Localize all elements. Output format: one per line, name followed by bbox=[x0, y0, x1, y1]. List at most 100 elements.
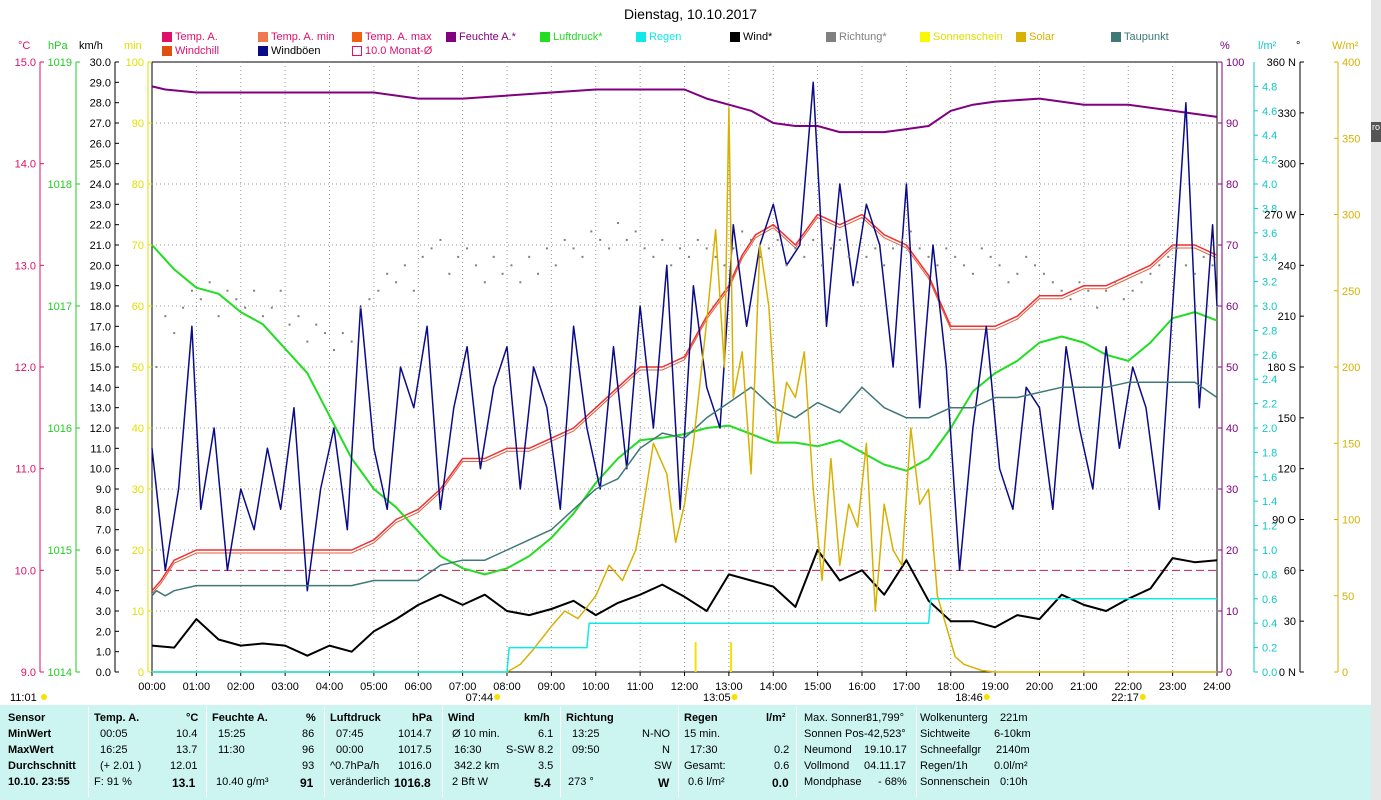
direction-point bbox=[1193, 272, 1196, 275]
legend-label: Richtung* bbox=[839, 31, 887, 43]
stats-sun-pos: -42,523° bbox=[864, 728, 906, 740]
legend-month-avg[interactable]: 10.0 Monat-Ø bbox=[352, 45, 432, 57]
legend-temp-min[interactable]: Temp. A. min bbox=[258, 31, 335, 43]
direction-point bbox=[448, 272, 451, 275]
stats-humidity-current: 91 bbox=[300, 776, 314, 790]
direction-point bbox=[412, 289, 415, 292]
x-tick-label: 23:00 bbox=[1159, 681, 1187, 693]
direction-point bbox=[492, 255, 495, 258]
series-line-solar bbox=[152, 107, 1217, 673]
stats-sunshine-label: Sonnenschein bbox=[920, 776, 990, 788]
axis-tick-label: 70 bbox=[1226, 240, 1238, 252]
legend-wind[interactable]: Wind* bbox=[730, 31, 772, 43]
sun-event-label: 18:46 bbox=[955, 692, 983, 704]
direction-point bbox=[980, 247, 983, 250]
stats-direction-time2: 09:50 bbox=[572, 744, 600, 756]
axis-tick-label: 0.6 bbox=[1262, 594, 1277, 606]
legend-sunshine[interactable]: Sonnenschein bbox=[920, 31, 1003, 43]
direction-point bbox=[838, 238, 841, 241]
axis-tick-label: 9.0 bbox=[21, 667, 36, 679]
x-tick-label: 22:00 bbox=[1114, 681, 1142, 693]
axis-tick-label: 30.0 bbox=[90, 57, 111, 69]
legend-temp[interactable]: Temp. A. bbox=[162, 31, 218, 43]
stats-divider bbox=[678, 707, 679, 797]
x-tick-label: 20:00 bbox=[1026, 681, 1054, 693]
stats-sun-max: 31,799° bbox=[866, 712, 905, 724]
legend-dewpoint[interactable]: Taupunkt bbox=[1111, 31, 1169, 43]
stats-wind-max-value: 8.2 bbox=[538, 744, 554, 756]
axis-tick-label: 19.0 bbox=[90, 281, 111, 293]
direction-point bbox=[1096, 306, 1099, 309]
axis-tick-label: 60 bbox=[1226, 301, 1238, 313]
direction-point bbox=[1184, 264, 1187, 267]
direction-point bbox=[1078, 281, 1081, 284]
stats-pressure-max-value: 1017.5 bbox=[398, 744, 432, 756]
direction-point bbox=[1042, 272, 1045, 275]
axis-tick-label: 6.0 bbox=[96, 545, 111, 557]
legend-label: Windböen bbox=[271, 45, 321, 57]
direction-point bbox=[1113, 281, 1116, 284]
stats-current-label: 10.10. 23:55 bbox=[8, 776, 70, 788]
direction-point bbox=[785, 264, 788, 267]
stats-wind-avg10: 6.1 bbox=[538, 728, 554, 740]
stats-avg-label: Durchschnitt bbox=[8, 760, 76, 772]
direction-point bbox=[359, 306, 362, 309]
direction-point bbox=[1211, 264, 1214, 267]
axis-tick-label: 0 bbox=[1226, 667, 1232, 679]
direction-point bbox=[208, 281, 211, 284]
legend-rain[interactable]: Regen bbox=[636, 31, 681, 43]
x-tick-label: 07:00 bbox=[449, 681, 477, 693]
axis-tick-label: 15.0 bbox=[15, 57, 36, 69]
axis-tick-label: 150 bbox=[1342, 438, 1360, 450]
axis-tick-label: 2.8 bbox=[1262, 325, 1277, 337]
legend-swatch bbox=[826, 32, 836, 42]
x-tick-label: 02:00 bbox=[227, 681, 255, 693]
direction-point bbox=[643, 247, 646, 250]
axis-tick-label: 90 bbox=[1226, 118, 1238, 130]
weather-chart: 9.0 10.0 11.0 12.0 13.0 14.0 15.0 1014 1015 1016 1… bbox=[10, 57, 1360, 704]
x-tick-label: 21:00 bbox=[1070, 681, 1098, 693]
direction-point bbox=[803, 255, 806, 258]
legend-temp-max[interactable]: Temp. A. max bbox=[352, 31, 432, 43]
axis-header-degree: ° bbox=[1296, 40, 1301, 52]
legend-direction[interactable]: Richtung* bbox=[826, 31, 887, 43]
axis-tick-label: 250 bbox=[1342, 286, 1360, 298]
direction-point bbox=[892, 247, 895, 250]
axis-header-celsius: °C bbox=[18, 40, 31, 52]
direction-point bbox=[377, 289, 380, 292]
direction-point bbox=[350, 340, 353, 343]
direction-point bbox=[341, 332, 344, 335]
direction-point bbox=[315, 323, 318, 326]
x-tick-label: 08:00 bbox=[493, 681, 521, 693]
stats-sun-pos-label: Sonnen Pos bbox=[804, 728, 864, 740]
axis-tick-label: 0.0 bbox=[1262, 667, 1277, 679]
vertical-scrollbar[interactable] bbox=[1371, 0, 1381, 800]
stats-wind-avg: 3.5 bbox=[538, 760, 554, 772]
stats-sensor-header: Sensor bbox=[8, 712, 46, 724]
side-tab[interactable]: ro bbox=[1371, 122, 1381, 142]
axis-tick-label: 3.0 bbox=[1262, 301, 1277, 313]
axis-tick-label: 60 bbox=[132, 301, 144, 313]
direction-point bbox=[270, 306, 273, 309]
direction-point bbox=[244, 306, 247, 309]
legend-gusts[interactable]: Windböen bbox=[258, 45, 321, 57]
legend-pressure[interactable]: Luftdruck* bbox=[540, 31, 603, 43]
direction-point bbox=[971, 272, 974, 275]
axis-tick-label: 1.0 bbox=[96, 647, 111, 659]
direction-point bbox=[386, 272, 389, 275]
x-tick-label: 15:00 bbox=[804, 681, 832, 693]
axis-tick-label: 12.0 bbox=[15, 362, 36, 374]
axis-tick-label: 23.0 bbox=[90, 199, 111, 211]
direction-point bbox=[616, 221, 619, 224]
legend-humidity[interactable]: Feuchte A.* bbox=[446, 31, 516, 43]
direction-point bbox=[1025, 255, 1028, 258]
legend-solar[interactable]: Solar bbox=[1016, 31, 1055, 43]
direction-point bbox=[909, 230, 912, 233]
legend-windchill[interactable]: Windchill bbox=[162, 45, 219, 57]
stats-pressure-max-time: 00:00 bbox=[336, 744, 364, 756]
stats-pressure-tendency: veränderlich bbox=[330, 776, 390, 788]
legend-swatch bbox=[352, 46, 362, 56]
axis-tick-label: 2.6 bbox=[1262, 350, 1277, 362]
sun-marker-icon bbox=[1139, 694, 1146, 700]
axis-tick-label: 200 bbox=[1342, 362, 1360, 374]
